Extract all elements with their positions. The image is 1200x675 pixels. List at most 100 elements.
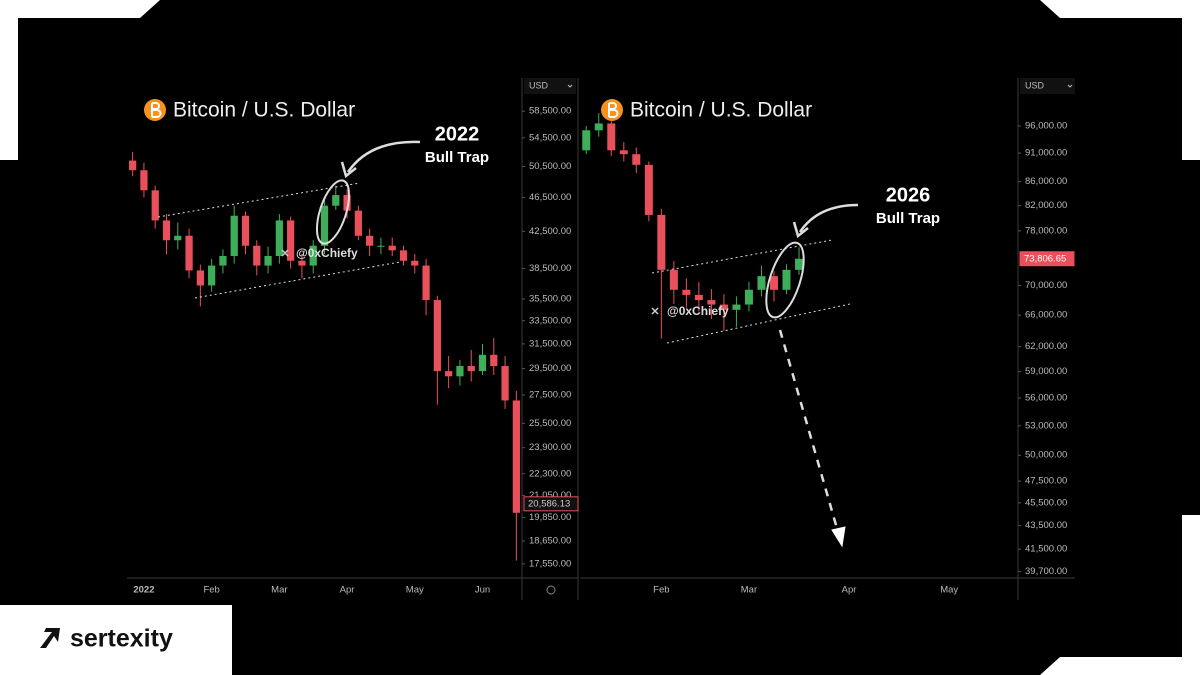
x-tick-label: Mar	[271, 585, 287, 596]
candle-body	[253, 245, 261, 266]
candle-body	[287, 220, 295, 261]
settings-icon[interactable]	[546, 585, 556, 595]
candle-body	[320, 205, 329, 246]
candle-body	[694, 294, 703, 301]
candle-body	[275, 220, 283, 256]
x-tick-label: Apr	[340, 585, 355, 596]
y-tick-label: 91,000.00	[1025, 148, 1067, 159]
candle-body	[422, 265, 430, 301]
candle-body	[151, 190, 159, 221]
y-tick-label: 46,500.00	[529, 192, 571, 203]
candle-body	[619, 150, 628, 155]
y-tick-label: 41,500.00	[1025, 544, 1067, 555]
candle-body	[309, 245, 317, 266]
candle-body	[657, 214, 666, 270]
candle-body	[366, 235, 374, 246]
y-tick-label: 25,500.00	[529, 418, 571, 429]
y-tick-label: 29,500.00	[529, 363, 571, 374]
candle-body	[744, 289, 753, 305]
y-tick-label: 43,500.00	[1025, 520, 1067, 531]
y-tick-label: 39,700.00	[1025, 566, 1067, 577]
y-tick-label: 56,000.00	[1025, 393, 1067, 404]
brand-logo	[40, 628, 60, 648]
dropdown-caret	[567, 84, 573, 88]
x-tick-label: Feb	[203, 585, 219, 596]
brand-name: sertexity	[70, 625, 173, 653]
last-price-box	[1019, 251, 1075, 267]
candle-body	[298, 260, 306, 266]
y-tick-label: 59,000.00	[1025, 366, 1067, 377]
candle-body	[411, 260, 419, 266]
candle-body	[241, 215, 250, 246]
candle-body	[162, 220, 171, 241]
bitcoin-glyph	[608, 102, 619, 118]
y-tick-label: 23,900.00	[529, 442, 571, 453]
candle-body	[632, 154, 641, 165]
channel-line	[651, 239, 833, 274]
x-logo	[651, 307, 659, 315]
candle-body	[594, 123, 603, 131]
candle-body	[669, 269, 678, 290]
y-tick-label: 17,550.00	[529, 558, 571, 569]
candle-body	[140, 170, 148, 191]
candle-body	[343, 195, 351, 211]
candle-body	[230, 215, 238, 256]
last-price-label: 73,806.65	[1024, 253, 1066, 264]
x-tick-label: May	[940, 585, 958, 596]
y-tick-label: 22,300.00	[529, 468, 571, 479]
overlay-2026	[651, 203, 859, 548]
candle-body	[644, 164, 653, 215]
y-tick-label: 35,500.00	[529, 293, 571, 304]
last-price-label: 20,586.13	[528, 498, 570, 509]
currency-select[interactable]	[1020, 78, 1075, 94]
y-tick-label: 50,000.00	[1025, 450, 1067, 461]
y-tick-label: 42,500.00	[529, 226, 571, 237]
y-tick-label: 62,000.00	[1025, 341, 1067, 352]
y-tick-label: 82,000.00	[1025, 200, 1067, 211]
chart-title: Bitcoin / U.S. Dollar	[173, 99, 355, 122]
x-tick-label: Apr	[842, 585, 857, 596]
annotation-label: Bull Trap	[425, 149, 489, 166]
candle-body	[782, 269, 791, 290]
candle-body	[682, 289, 691, 295]
candle-body	[456, 366, 464, 377]
candle-body	[582, 130, 591, 151]
currency-select[interactable]	[524, 78, 576, 94]
plots: 58,500.00 54,500.00 50,500.00 46,500.00 42,5…	[129, 106, 1075, 596]
candle-body	[185, 235, 193, 271]
candle-body	[332, 195, 340, 206]
candle-body	[399, 250, 408, 261]
y-tick-label: 18,650.00	[529, 535, 571, 546]
y-tick-label: 27,500.00	[529, 389, 571, 400]
y-tick-label: 45,500.00	[1025, 497, 1067, 508]
y-tick-label: 47,500.00	[1025, 476, 1067, 487]
candle-body	[208, 265, 216, 286]
projection-arrow-head	[831, 526, 846, 548]
bitcoin-glyph	[151, 102, 162, 118]
y-tick-label: 50,500.00	[529, 161, 571, 172]
candle-body	[707, 300, 716, 305]
dropdown-caret	[1067, 84, 1073, 88]
y-tick-label: 66,000.00	[1025, 310, 1067, 321]
chart-title: Bitcoin / U.S. Dollar	[630, 99, 812, 122]
x-tick-label: Mar	[741, 585, 757, 596]
candle-body	[467, 366, 475, 372]
y-tick-label: 96,000.00	[1025, 121, 1067, 132]
x-tick-label: Feb	[653, 585, 669, 596]
candle-body	[354, 210, 362, 236]
channel-line	[157, 182, 361, 218]
watermark: @0xChiefy	[667, 304, 729, 318]
highlight-ellipse	[765, 241, 805, 319]
watermark: @0xChiefy	[296, 246, 358, 260]
arrow	[346, 140, 421, 173]
currency: USD	[1025, 80, 1045, 90]
y-tick-label: 86,000.00	[1025, 176, 1067, 187]
y-tick-label: 53,000.00	[1025, 420, 1067, 431]
last-price-box	[523, 496, 579, 512]
candle-body	[769, 276, 778, 290]
x-tick-label: Jun	[475, 585, 490, 596]
x-tick-label: 2022	[133, 585, 154, 596]
y-tick-label: 21,050.00	[529, 490, 571, 501]
